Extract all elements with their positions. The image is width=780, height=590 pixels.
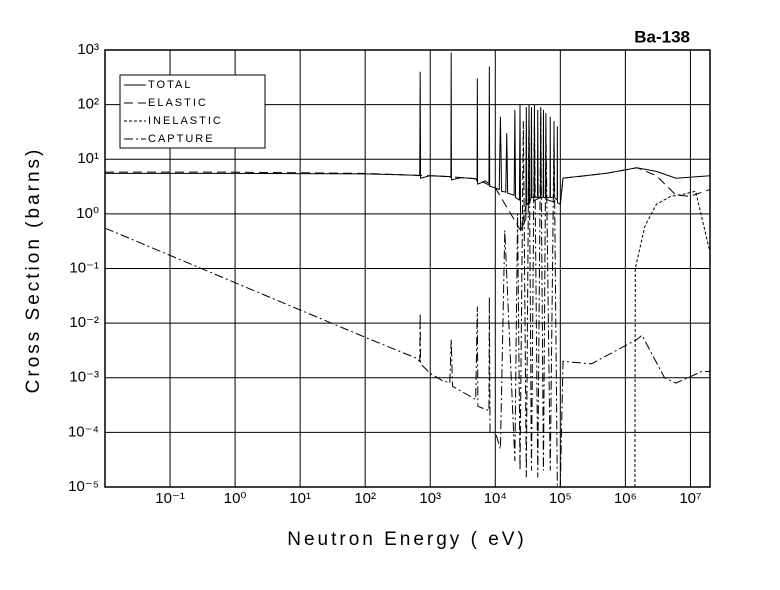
- chart-title: Ba-138: [634, 27, 690, 46]
- y-tick-label: 10¹: [77, 150, 99, 167]
- x-tick-label: 10¹: [289, 490, 311, 507]
- series-line: [105, 109, 710, 487]
- x-tick-label: 10²: [354, 490, 376, 507]
- y-tick-label: 10⁰: [76, 205, 99, 222]
- legend-label: TOTAL: [148, 79, 192, 91]
- series-line: [634, 190, 710, 487]
- y-tick-label: 10⁻¹: [69, 259, 99, 276]
- x-tick-label: 10⁻¹: [155, 490, 185, 507]
- legend-label: INELASTIC: [148, 115, 223, 127]
- x-axis-label: Neutron Energy ( eV): [287, 529, 527, 550]
- x-tick-label: 10⁴: [484, 490, 507, 507]
- legend-label: CAPTURE: [148, 133, 215, 145]
- x-tick-label: 10⁶: [614, 490, 637, 507]
- legend-label: ELASTIC: [148, 97, 208, 109]
- y-tick-label: 10⁻⁵: [68, 478, 99, 495]
- x-tick-label: 10⁵: [549, 490, 572, 507]
- series-line: [105, 167, 710, 232]
- plot-area: [105, 52, 710, 487]
- y-tick-label: 10²: [77, 96, 99, 113]
- x-tick-label: 10⁰: [224, 490, 247, 507]
- legend-box: [119, 74, 266, 149]
- plot-frame: [104, 49, 711, 488]
- y-tick-label: 10⁻⁴: [68, 423, 99, 440]
- y-tick-label: 10⁻³: [69, 369, 99, 386]
- y-tick-label: 10⁻²: [69, 314, 99, 331]
- x-tick-label: 10³: [419, 490, 441, 507]
- y-axis-label: Cross Section (barns): [23, 147, 44, 394]
- y-tick-label: 10³: [77, 41, 99, 58]
- x-tick-label: 10⁷: [679, 490, 701, 507]
